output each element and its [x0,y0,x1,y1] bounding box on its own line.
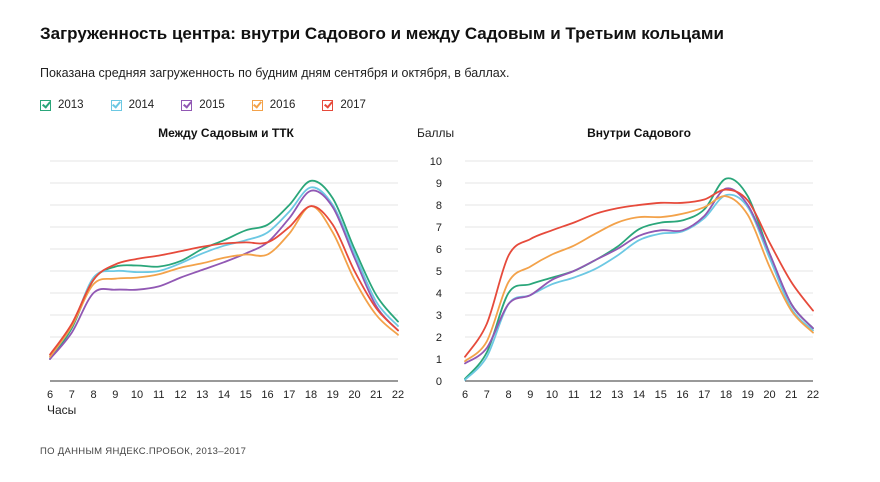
y-tick-label: 4 [436,288,442,300]
y-tick-label: 8 [436,200,442,212]
x-tick-label: 12 [589,389,601,401]
checkbox-icon[interactable] [251,99,263,111]
x-tick-label: 8 [90,389,96,401]
left-chart: 6 7 8 9 10 11 12 13 14 15 16 17 18 19 20 21 22 [47,160,404,401]
x-tick-label: 14 [633,389,645,401]
x-tick-label: 15 [240,389,252,401]
source-note: ПО ДАННЫМ ЯНДЕКС.ПРОБОК, 2013–2017 [40,446,247,457]
x-tick-label: 6 [47,389,53,401]
series-line-2015 [49,189,399,360]
legend-item-2015[interactable]: 2015 [181,99,225,111]
x-tick-label: 17 [698,389,710,401]
x-tick-label: 20 [348,389,360,401]
x-tick-label: 11 [153,389,164,401]
legend-label: 2016 [269,99,296,111]
y-tick-label: 1 [436,354,442,366]
legend-item-2016[interactable]: 2016 [251,99,296,111]
y-tick-label: 7 [436,222,442,234]
x-tick-label: 18 [305,389,317,401]
x-tick-label: 22 [807,389,819,401]
x-tick-label: 20 [763,389,775,401]
chart-title-main: Загруженность центра: внутри Садового и … [40,24,724,43]
series-line-2014 [49,186,399,358]
legend-label: 2017 [340,99,366,111]
legend-item-2017[interactable]: 2017 [322,99,366,111]
legend: 2013 2014 2015 2016 2017 [40,97,393,113]
x-tick-label: 21 [785,389,797,401]
x-tick-label: 7 [69,389,75,401]
series-line-2016 [49,205,399,358]
series-line-2017 [464,188,814,358]
series-line-2013 [49,179,399,360]
checkbox-icon[interactable] [40,99,51,111]
series-line-2016 [464,195,814,363]
x-tick-label: 19 [742,389,754,401]
right-chart-title: Внутри Садового [587,126,691,140]
chart-subtitle: Показана средняя загруженность по будним… [40,66,510,80]
series-line-2015 [464,187,814,365]
y-tick-label: 5 [436,266,442,278]
y-tick-label: 10 [430,156,442,168]
x-tick-label: 11 [568,389,579,401]
legend-item-2013[interactable]: 2013 [40,99,84,111]
x-tick-label: 9 [527,389,533,401]
y-tick-label: 0 [436,376,442,388]
y-tick-label: 2 [436,332,442,344]
x-axis-label: Часы [47,403,76,417]
x-tick-label: 13 [196,389,208,401]
left-chart-title: Между Садовым и ТТК [158,126,294,140]
x-tick-label: 10 [546,389,558,401]
x-tick-label: 16 [676,389,688,401]
x-tick-label: 18 [720,389,732,401]
x-tick-label: 15 [655,389,667,401]
legend-label: 2013 [58,99,84,111]
series-line-2013 [464,177,814,380]
x-tick-label: 19 [327,389,339,401]
x-tick-label: 16 [261,389,273,401]
checkbox-icon[interactable] [322,99,334,111]
y-axis-label: Баллы [417,126,454,140]
y-tick-label: 9 [436,178,442,190]
x-tick-label: 21 [370,389,382,401]
x-tick-label: 13 [611,389,623,401]
x-tick-label: 10 [131,389,143,401]
legend-item-2014[interactable]: 2014 [110,99,155,111]
y-tick-label: 3 [436,310,442,322]
x-tick-label: 6 [462,389,468,401]
x-tick-label: 12 [174,389,186,401]
x-tick-label: 17 [283,389,295,401]
checkbox-icon[interactable] [110,99,122,111]
series-line-2017 [49,205,399,356]
x-tick-label: 9 [112,389,118,401]
legend-label: 2014 [128,99,155,111]
x-tick-label: 14 [218,389,230,401]
y-tick-label: 6 [436,244,442,256]
legend-label: 2015 [199,99,225,111]
x-tick-label: 7 [484,389,490,401]
x-tick-label: 8 [505,389,511,401]
x-tick-label: 22 [392,389,404,401]
checkbox-icon[interactable] [181,99,193,111]
